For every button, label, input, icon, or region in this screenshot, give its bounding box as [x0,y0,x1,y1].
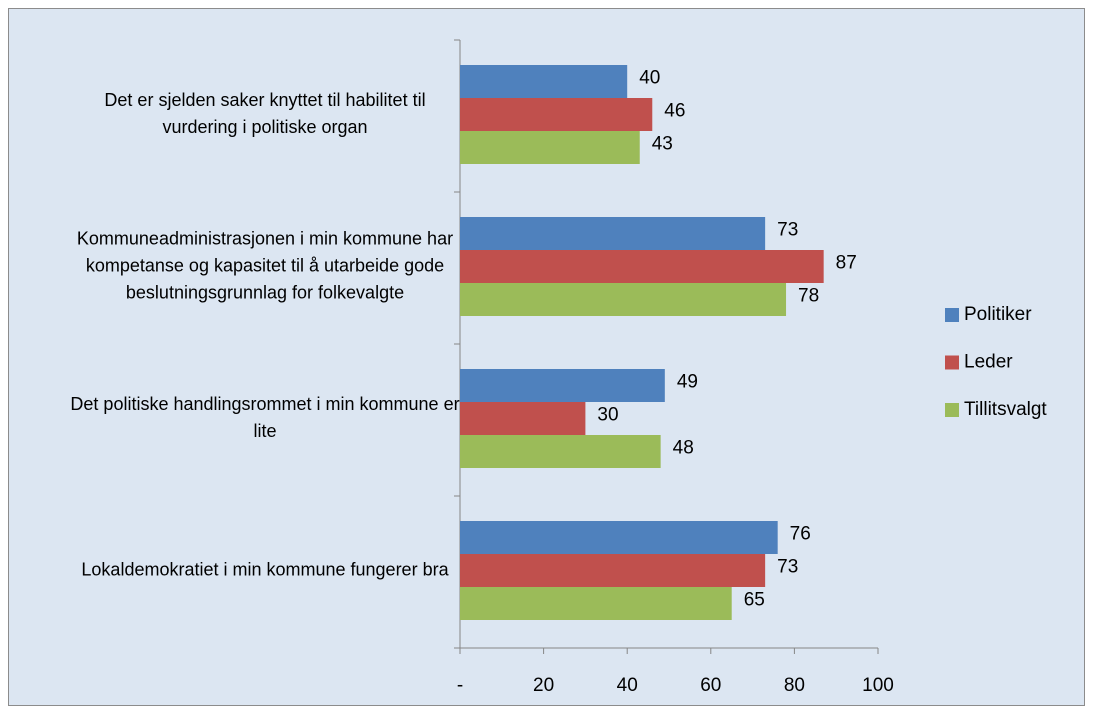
value-label: 73 [777,220,798,241]
legend-label: Leder [964,352,1013,373]
value-label: 43 [652,134,673,155]
bar [460,587,732,620]
value-label: 73 [777,557,798,578]
value-label: 78 [798,286,819,307]
legend-swatch [945,308,959,322]
category-label: Det er sjelden saker knyttet til habilit… [104,90,426,137]
value-label: 76 [790,524,811,545]
bar [460,521,778,554]
legend-label: Politiker [964,304,1032,325]
bar [460,217,766,250]
category-label: Kommuneadministrasjonen i min kommune ha… [76,228,454,303]
legend-swatch [945,403,959,417]
value-label: 46 [664,101,685,122]
bar [460,283,787,316]
category-label: Lokaldemokratiet i min kommune fungerer … [81,559,449,580]
x-tick-label: 100 [862,675,894,696]
bar [460,369,665,402]
bar [460,98,653,131]
x-tick-label: 60 [700,675,721,696]
bar [460,250,824,283]
value-label: 65 [744,590,765,611]
legend-label: Tillitsvalgt [964,399,1047,420]
value-label: 87 [836,253,857,274]
value-label: 30 [597,405,618,426]
value-label: 40 [639,68,660,89]
value-label: 49 [677,372,698,393]
bar [460,131,640,164]
legend-swatch [945,355,959,370]
x-tick-label: 40 [617,675,638,696]
x-tick-label: 20 [533,675,554,696]
bar [460,402,586,435]
category-label: Det politiske handlingsrommet i min komm… [70,394,460,441]
value-label: 48 [673,438,694,459]
x-tick-label: - [457,675,463,696]
bar [460,65,628,98]
x-tick-label: 80 [784,675,805,696]
bar [460,435,661,468]
bar [460,554,766,587]
